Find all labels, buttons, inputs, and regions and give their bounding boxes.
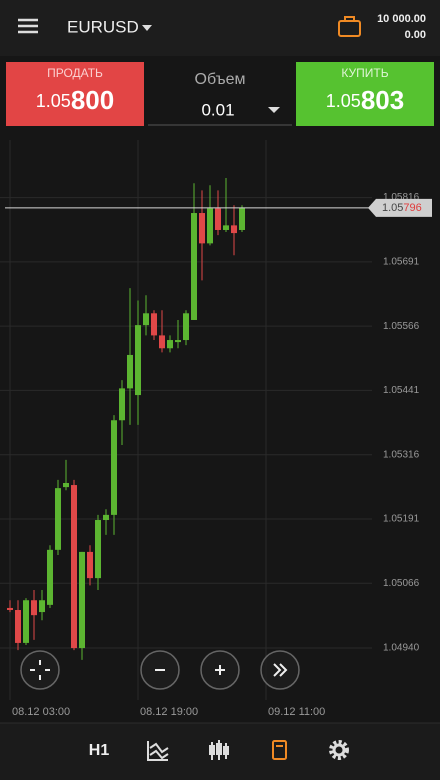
indicators-icon[interactable] [147, 741, 169, 761]
candle-body [151, 313, 157, 336]
profit: 0.00 [405, 29, 426, 41]
sell-price-prefix[interactable]: 1.05 [36, 91, 71, 111]
candle-body [191, 213, 197, 320]
candle-body [159, 335, 165, 349]
balance: 10 000.00 [377, 13, 426, 25]
top-bar [0, 0, 440, 56]
x-tick-label: 09.12 11:00 [268, 706, 325, 718]
candle-body [143, 313, 149, 326]
buy-button[interactable] [296, 62, 434, 126]
candle-body [87, 551, 93, 579]
candle-body [231, 225, 237, 234]
candle-body [119, 388, 125, 421]
candle-body [167, 340, 173, 349]
current-price-prefix: 1.05 [382, 202, 403, 214]
deals-icon[interactable] [272, 740, 287, 760]
chart-type-icon[interactable] [209, 740, 229, 760]
y-tick-label: 1.05191 [383, 514, 420, 525]
buy-price-main[interactable]: 803 [361, 85, 404, 115]
candle-body [23, 600, 29, 643]
y-tick-label: 1.05066 [383, 578, 420, 589]
x-tick-label: 08.12 03:00 [12, 706, 70, 718]
current-price-tag [368, 198, 432, 217]
candle-body [7, 607, 13, 611]
y-tick-label: 1.05441 [383, 385, 420, 396]
sell-price[interactable]: 1.05800 [36, 85, 114, 115]
buy-price-prefix[interactable]: 1.05 [326, 91, 361, 111]
candle-body [79, 551, 85, 649]
candle-body [63, 482, 69, 488]
control-icons [30, 660, 288, 680]
timeframe[interactable]: H1 [89, 742, 110, 759]
volume-dropdown[interactable] [268, 107, 280, 113]
candle-body [183, 313, 189, 341]
candle-body [111, 420, 117, 515]
crosshair-button[interactable] [20, 650, 60, 690]
symbol[interactable]: EURUSD [67, 17, 139, 36]
x-tick-label: 08.12 19:00 [140, 706, 198, 718]
buy-price[interactable]: 1.05803 [326, 85, 404, 115]
y-tick-label: 1.05816 [383, 192, 420, 203]
candle-body [103, 514, 109, 521]
y-tick-label: 1.05316 [383, 449, 420, 460]
candle-body [239, 207, 245, 230]
candle-body [215, 208, 221, 230]
chart: 1.04940 1.05066 1.05191 1.05316 1.05441 1.055… [0, 140, 432, 718]
current-price-label: 1.05796 [382, 202, 422, 214]
candle-body [39, 600, 45, 613]
portfolio-icon[interactable] [338, 16, 361, 37]
candle-body [47, 549, 53, 605]
candle-body [207, 208, 213, 244]
candle-body [135, 325, 141, 396]
sell-label[interactable]: ПРОДАТЬ [47, 66, 103, 80]
candle-body [15, 610, 21, 643]
y-tick-label: 1.05691 [383, 257, 420, 268]
sell-price-main[interactable]: 800 [71, 85, 114, 115]
y-tick-label: 1.04940 [383, 643, 420, 654]
candle-body [95, 520, 101, 579]
menu-icon[interactable] [18, 18, 38, 34]
volume-label: Объем [195, 71, 246, 88]
candle-body [71, 485, 77, 649]
candle-body [55, 488, 61, 550]
symbol-dropdown[interactable] [142, 25, 152, 31]
current-price-suffix: 796 [403, 202, 421, 214]
candle-body [175, 340, 181, 343]
candle-body [127, 354, 133, 389]
buy-label[interactable]: КУПИТЬ [341, 66, 388, 80]
candle-body [199, 213, 205, 244]
y-tick-label: 1.05566 [383, 321, 420, 332]
candle-body [31, 600, 37, 616]
volume-value[interactable]: 0.01 [201, 100, 234, 119]
sell-button[interactable] [6, 62, 144, 126]
settings-icon[interactable] [329, 740, 349, 760]
candle-body [223, 225, 229, 230]
